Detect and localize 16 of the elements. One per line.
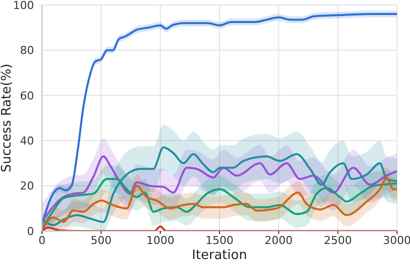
- y-tick-label: 0: [27, 224, 34, 238]
- x-tick-label: 1500: [206, 234, 234, 247]
- y-tick-label: 20: [20, 180, 34, 193]
- x-tick-label: 2000: [264, 234, 293, 247]
- y-axis-title: Success Rate(%): [0, 64, 15, 172]
- x-tick-label: 2500: [324, 234, 352, 247]
- x-axis-title: Iteration: [192, 248, 248, 263]
- y-tick-label: 60: [20, 89, 34, 102]
- x-tick-label: 0: [38, 234, 46, 247]
- line-series: [42, 155, 397, 223]
- y-tick-label: 100: [13, 0, 34, 12]
- y-tick-label: 40: [20, 134, 34, 148]
- x-tick-label: 500: [90, 234, 112, 247]
- y-tick-label: 80: [20, 44, 34, 58]
- x-tick-label: 1000: [146, 234, 174, 247]
- x-tick-label: 3000: [383, 234, 410, 247]
